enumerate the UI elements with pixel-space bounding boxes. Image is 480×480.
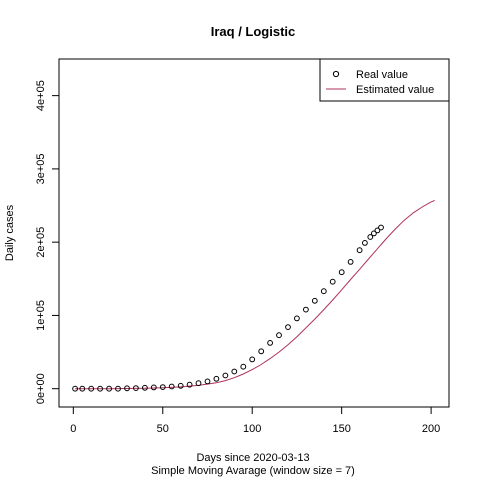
real-value-point bbox=[378, 224, 384, 231]
real-value-point bbox=[338, 269, 345, 276]
real-value-point bbox=[240, 363, 247, 370]
real-value-point bbox=[213, 375, 220, 382]
real-value-point bbox=[168, 383, 175, 390]
legend-estimated-label: Estimated value bbox=[356, 84, 434, 96]
real-value-point bbox=[276, 332, 282, 339]
real-value-point bbox=[367, 234, 374, 240]
x-tick-label: 150 bbox=[332, 423, 350, 435]
legend-box bbox=[319, 58, 450, 102]
real-value-point bbox=[311, 297, 318, 304]
x-axis: 0 50 100 150 200 bbox=[70, 406, 440, 435]
series-layer bbox=[72, 199, 435, 392]
real-value-point bbox=[267, 340, 274, 346]
real-value-point bbox=[231, 368, 238, 375]
real-value-point bbox=[222, 372, 229, 379]
legend-real-marker bbox=[332, 70, 340, 78]
y-tick-label: 3e+05 bbox=[35, 153, 47, 184]
y-axis: 0e+00 1e+05 2e+05 3e+05 4e+05 bbox=[35, 80, 60, 404]
real-value-point bbox=[371, 230, 377, 237]
x-tick-label: 200 bbox=[422, 423, 440, 435]
x-tick-label: 0 bbox=[70, 423, 76, 435]
real-value-point bbox=[142, 384, 148, 391]
y-tick-label: 4e+05 bbox=[35, 80, 47, 111]
real-value-point bbox=[72, 385, 78, 392]
real-value-point bbox=[88, 385, 95, 392]
real-value-point bbox=[347, 259, 354, 265]
real-value-point bbox=[150, 384, 157, 391]
real-value-point bbox=[106, 385, 112, 392]
real-value-point bbox=[362, 240, 368, 246]
real-value-point bbox=[320, 288, 327, 295]
real-value-point bbox=[115, 385, 121, 392]
real-value-point bbox=[133, 385, 139, 392]
real-value-point bbox=[249, 356, 256, 363]
plot-frame bbox=[58, 58, 450, 408]
x-axis-label: Days since 2020-03-13 bbox=[196, 452, 309, 464]
legend: Real value Estimated value bbox=[319, 58, 450, 102]
real-value-point bbox=[204, 378, 211, 385]
real-value-point bbox=[294, 315, 300, 322]
real-value-point bbox=[79, 385, 86, 392]
real-value-point bbox=[97, 385, 103, 392]
real-value-point bbox=[186, 381, 193, 388]
real-value-point bbox=[258, 348, 265, 355]
y-tick-label: 2e+05 bbox=[35, 227, 47, 258]
real-value-point bbox=[329, 278, 336, 285]
y-axis-label: Daily cases bbox=[4, 204, 16, 261]
chart-title: Iraq / Logistic bbox=[211, 24, 296, 39]
x-axis-sublabel: Simple Moving Avarage (window size = 7) bbox=[151, 465, 355, 477]
real-value-point bbox=[159, 384, 166, 391]
x-tick-label: 50 bbox=[157, 423, 169, 435]
real-value-point bbox=[195, 380, 202, 387]
real-value-point bbox=[356, 247, 363, 254]
real-value-point bbox=[177, 382, 184, 389]
legend-real-label: Real value bbox=[356, 69, 408, 81]
y-tick-label: 0e+00 bbox=[35, 373, 47, 404]
real-value-point bbox=[374, 227, 381, 234]
estimated-value-line bbox=[75, 199, 435, 390]
y-tick-label: 1e+05 bbox=[35, 300, 47, 331]
real-value-point bbox=[303, 306, 309, 313]
real-value-point bbox=[285, 324, 291, 331]
x-tick-label: 100 bbox=[243, 423, 261, 435]
real-value-point bbox=[124, 385, 130, 392]
